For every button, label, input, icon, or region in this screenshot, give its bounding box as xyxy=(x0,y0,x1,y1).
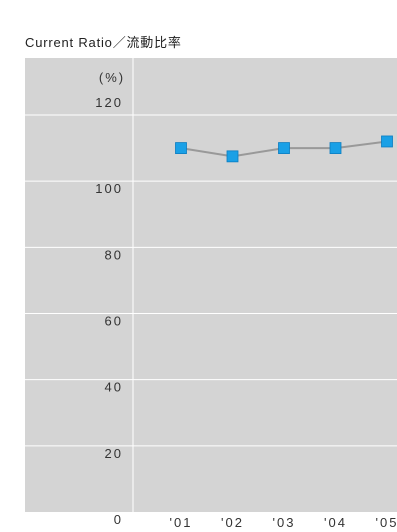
chart-title: Current Ratio／流動比率 xyxy=(25,35,182,50)
y-tick-label: 120 xyxy=(95,95,123,110)
y-tick-label: 40 xyxy=(105,380,123,395)
unit-label: (%) xyxy=(99,70,125,85)
y-tick-label: 80 xyxy=(105,247,123,262)
plot-background xyxy=(25,58,397,512)
y-tick-label: 0 xyxy=(114,512,123,527)
x-tick-label: '04 xyxy=(324,515,347,530)
gridlines xyxy=(25,114,397,447)
data-point-marker xyxy=(329,142,342,154)
x-tick-labels: '01 '02 '03 '04 '05 xyxy=(170,515,397,530)
data-point-marker xyxy=(381,135,393,148)
series-current-ratio xyxy=(175,135,393,163)
y-tick-label: 20 xyxy=(105,446,123,461)
data-point-marker xyxy=(175,142,187,154)
x-tick-label: '03 xyxy=(273,515,296,530)
y-tick-label: 60 xyxy=(105,314,123,329)
x-tick-label: '01 xyxy=(170,515,193,530)
x-tick-label: '02 xyxy=(221,515,244,530)
data-point-marker xyxy=(278,142,290,154)
x-tick-label: '05 xyxy=(376,515,397,530)
y-tick-label: 100 xyxy=(95,181,123,196)
data-point-marker xyxy=(226,150,239,163)
y-tick-labels: 0 20 40 60 80 100 120 xyxy=(95,95,123,527)
